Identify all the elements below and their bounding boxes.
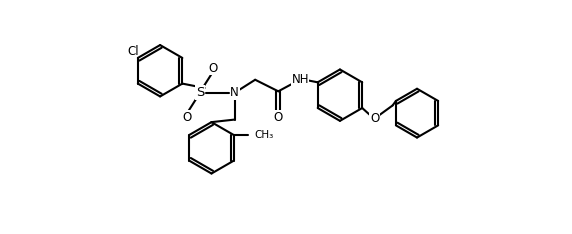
Text: N: N	[231, 86, 239, 99]
Text: CH₃: CH₃	[255, 130, 273, 140]
Text: O: O	[273, 110, 283, 124]
Text: Cl: Cl	[128, 45, 139, 58]
Text: NH: NH	[291, 73, 309, 86]
Text: O: O	[370, 112, 379, 125]
Text: O: O	[182, 110, 192, 124]
Text: S: S	[196, 86, 204, 99]
Text: O: O	[208, 62, 217, 75]
